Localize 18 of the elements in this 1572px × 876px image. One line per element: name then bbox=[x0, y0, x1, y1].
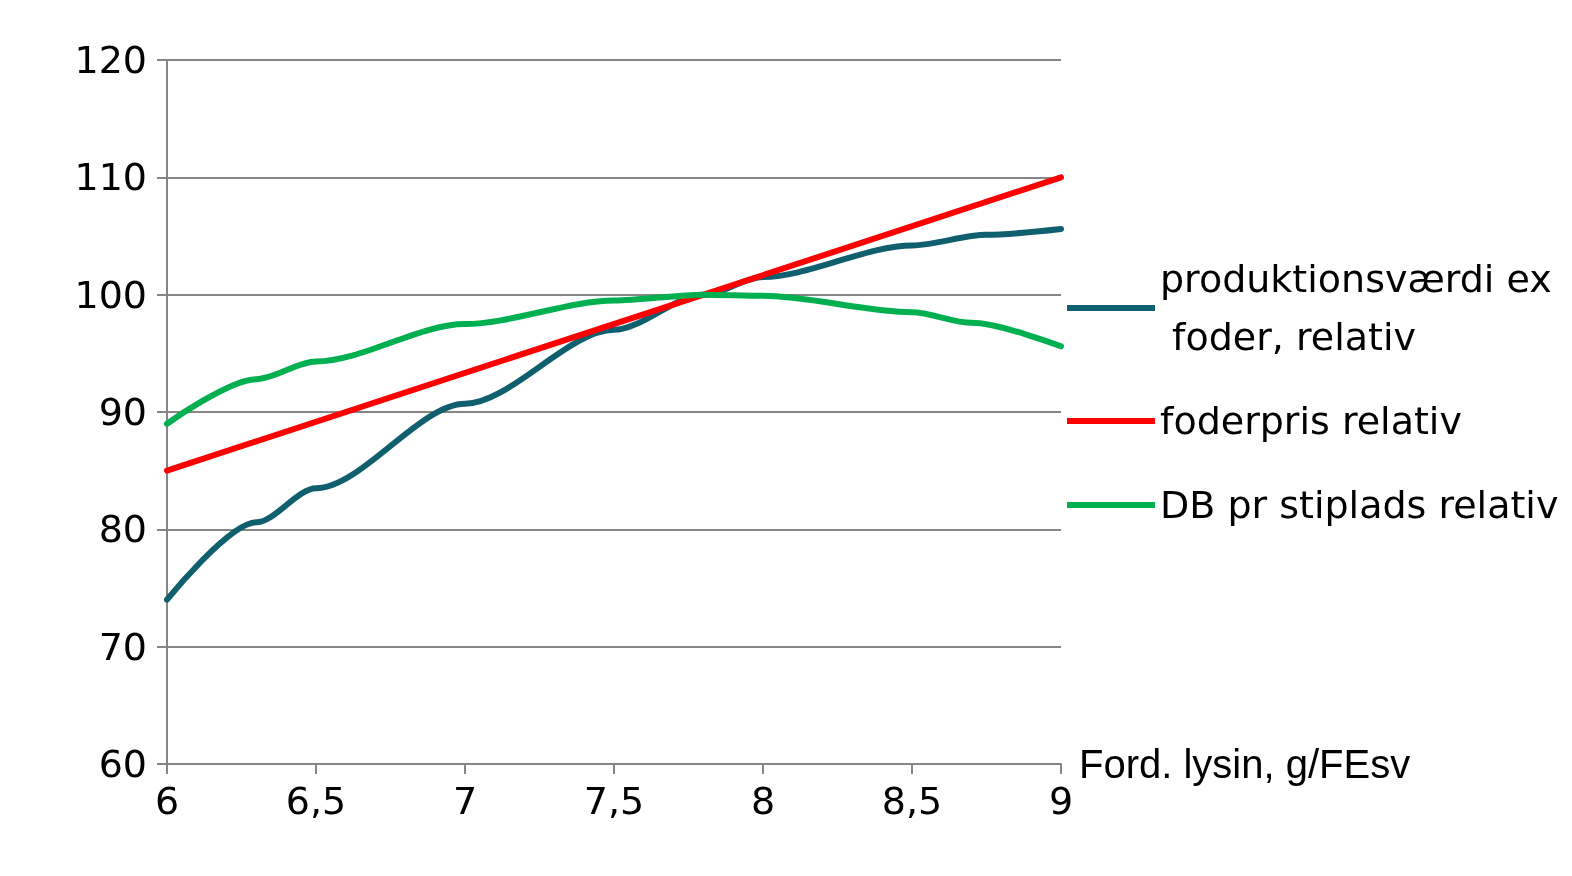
x-tick-label: 7,5 bbox=[583, 779, 645, 823]
y-tick-label: 60 bbox=[98, 742, 147, 786]
x-tick-label: 8 bbox=[750, 779, 776, 823]
y-tick-label: 80 bbox=[98, 507, 147, 552]
y-tick-label: 90 bbox=[98, 390, 147, 434]
x-axis-title: Ford. lysin, g/FEsv bbox=[1078, 742, 1411, 786]
x-tick-label: 7 bbox=[452, 779, 478, 823]
x-tick-label: 6 bbox=[154, 779, 180, 823]
y-tick-label: 100 bbox=[74, 272, 147, 317]
legend-label: DB pr stiplads relativ bbox=[1160, 483, 1559, 527]
x-tick-label: 6,5 bbox=[285, 779, 347, 823]
x-tick-label: 8,5 bbox=[881, 779, 943, 823]
x-tick-label: 9 bbox=[1048, 779, 1074, 823]
y-tick-label: 120 bbox=[74, 38, 147, 82]
legend-label: produktionsværdi ex foder, relativ bbox=[1160, 257, 1552, 359]
legend-label: foderpris relativ bbox=[1160, 399, 1462, 443]
y-tick-label: 70 bbox=[98, 624, 147, 669]
y-tick-label: 110 bbox=[74, 155, 147, 200]
